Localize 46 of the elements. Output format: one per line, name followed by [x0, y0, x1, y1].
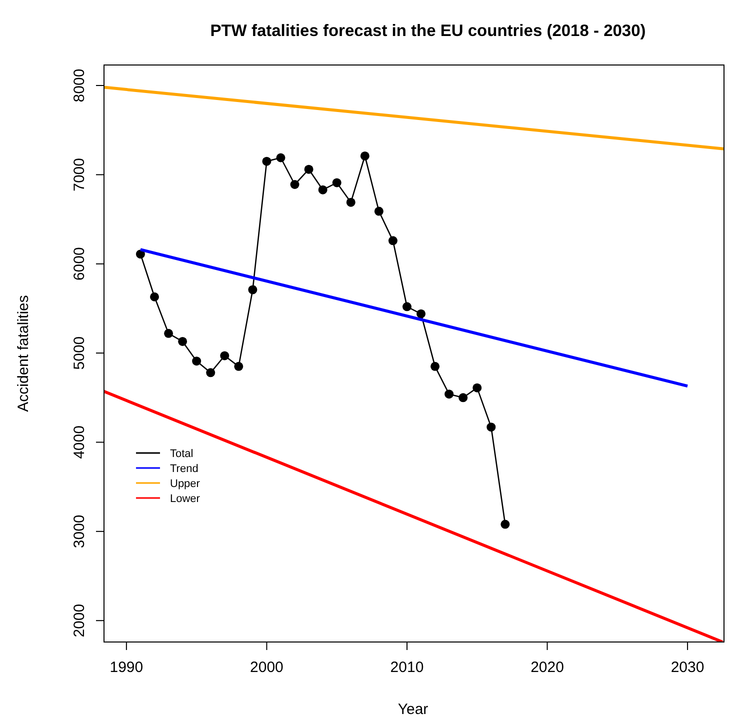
- y-tick-label: 2000: [71, 604, 88, 638]
- point: [304, 164, 314, 174]
- y-tick-label: 7000: [71, 158, 88, 192]
- y-tick-label: 6000: [71, 247, 88, 281]
- point: [360, 151, 370, 160]
- x-tick-label: 2020: [530, 659, 564, 676]
- point: [444, 390, 454, 399]
- x-tick-label: 1990: [110, 659, 144, 676]
- point: [276, 153, 286, 162]
- point: [486, 422, 496, 432]
- point: [290, 180, 300, 189]
- point: [178, 336, 188, 346]
- legend-label: Upper: [170, 478, 200, 490]
- legend-label: Trend: [170, 463, 198, 475]
- x-axis-title: Year: [398, 701, 428, 718]
- point: [374, 206, 384, 216]
- point: [220, 351, 230, 360]
- y-tick-label: 5000: [71, 336, 88, 370]
- point: [332, 178, 342, 188]
- point: [458, 393, 468, 402]
- legend-label: Lower: [170, 493, 200, 505]
- point: [234, 362, 244, 371]
- x-tick-label: 2010: [390, 659, 424, 676]
- y-tick-label: 3000: [71, 514, 88, 548]
- point: [164, 328, 174, 338]
- y-tick-label: 4000: [71, 426, 88, 459]
- y-tick-label: 8000: [71, 68, 88, 102]
- point: [430, 362, 440, 371]
- legend-label: Total: [170, 448, 194, 460]
- point: [206, 368, 216, 378]
- point: [472, 383, 482, 392]
- y-axis-title: Accident fatalities: [15, 295, 32, 412]
- point: [388, 236, 398, 246]
- point: [248, 285, 258, 294]
- point: [136, 250, 145, 259]
- point: [416, 309, 426, 318]
- x-tick-label: 2000: [250, 659, 284, 676]
- chart-title: PTW fatalities forecast in the EU countries (2018 - 2030): [210, 22, 646, 40]
- point: [402, 302, 412, 312]
- point: [500, 520, 510, 529]
- point: [150, 292, 159, 302]
- point: [346, 198, 356, 207]
- point: [318, 185, 328, 194]
- x-tick-label: 2030: [670, 659, 704, 676]
- point: [262, 156, 272, 166]
- point: [192, 356, 202, 366]
